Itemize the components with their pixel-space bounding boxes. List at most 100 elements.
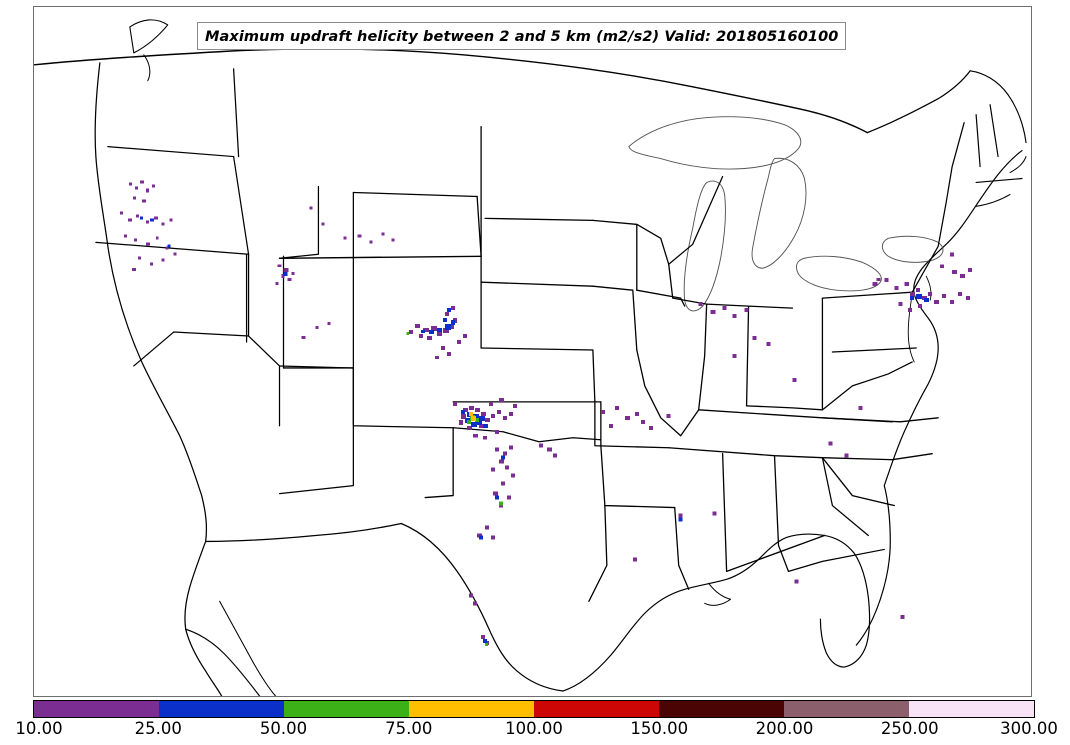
colorbar-segment-250-300	[909, 701, 1034, 717]
border-tn-ms-al	[668, 447, 824, 459]
border-la-ms	[674, 506, 690, 590]
colorbar-segment-50-75	[284, 701, 409, 717]
puget-sound	[143, 54, 151, 82]
border-az-nm	[278, 367, 354, 495]
coastlines-and-borders	[34, 19, 1027, 696]
border-tx-la	[588, 504, 608, 602]
florida-east-coast	[855, 485, 891, 646]
border-al-ga	[773, 455, 790, 573]
cluster-idaho	[275, 206, 325, 286]
florida-peninsula	[819, 534, 871, 668]
border-pa-ny	[821, 291, 913, 299]
us-canada-border	[34, 48, 869, 134]
colorbar-segment-150-200	[659, 701, 784, 717]
cluster-gulf-coast-blue	[678, 517, 683, 522]
colorbar-segment-100-150	[534, 701, 659, 717]
cluster-idaho-blue	[283, 272, 288, 277]
pacific-coast	[94, 62, 208, 543]
updraft-helicity-data	[119, 180, 973, 647]
map-panel	[33, 6, 1032, 697]
border-ny-vt-nh	[911, 122, 965, 293]
border-oh-wv-pa	[745, 405, 824, 411]
border-mo-il	[636, 349, 700, 437]
border-id-wy	[278, 185, 320, 259]
cluster-colorado	[409, 306, 468, 359]
rio-grande	[400, 522, 564, 692]
cluster-ohio-valley	[698, 302, 771, 358]
border-nc-sc	[821, 457, 895, 507]
colorbar	[33, 700, 1035, 718]
border-wa-or	[107, 145, 235, 158]
cluster-colorado-blue	[421, 308, 456, 335]
gulf-of-california	[219, 600, 277, 696]
border-co-nm	[282, 367, 454, 429]
colorbar-tick-75.00: 75.00	[385, 719, 433, 738]
border-nv-az-ca	[247, 335, 281, 427]
cluster-southeast	[792, 377, 863, 458]
border-vt-nh	[975, 114, 981, 168]
cluster-pacific-northwest-blue	[139, 216, 171, 248]
cluster-mid-atlantic-blue	[910, 294, 930, 303]
border-il-in	[698, 303, 708, 411]
cluster-pacific-northwest	[119, 180, 177, 272]
map-title: Maximum updraft helicity between 2 and 5…	[205, 29, 839, 45]
border-mi-wi-upper	[668, 175, 724, 265]
border-nc-va	[821, 417, 939, 423]
great-lakes	[628, 116, 944, 312]
colorbar-segment-75-100	[409, 701, 534, 717]
vancouver-island	[129, 19, 169, 54]
border-ia-il	[636, 289, 686, 307]
colorbar-tick-100.00: 100.00	[505, 719, 563, 738]
border-nm-tx	[424, 427, 454, 499]
border-nh-me	[989, 104, 999, 158]
border-wi-il	[668, 263, 708, 305]
cluster-gulf-coast	[632, 511, 905, 620]
border-tn-nc-va	[821, 453, 933, 461]
border-nd-sd	[484, 217, 594, 222]
border-mt-wy	[278, 255, 482, 259]
chesapeake-bay	[907, 293, 915, 363]
border-wv-va	[821, 361, 913, 411]
colorbar-tick-150.00: 150.00	[630, 719, 689, 738]
border-wa-id	[232, 68, 240, 158]
colorbar-tick-50.00: 50.00	[259, 719, 308, 738]
border-ne-ks	[480, 347, 594, 351]
cape-cod	[1009, 156, 1027, 174]
border-ms-al	[721, 453, 728, 573]
colorbar-tick-25.00: 25.00	[134, 719, 182, 738]
border-al-fl	[725, 534, 826, 573]
border-ma-ct-ri	[975, 177, 1023, 184]
atlantic-coast	[883, 149, 1023, 487]
lake-erie	[796, 255, 882, 292]
colorbar-segment-10-25	[34, 701, 159, 717]
lake-superior	[628, 116, 802, 170]
cluster-west-texas	[469, 443, 557, 646]
quebec-border	[866, 70, 971, 134]
delaware-bay	[925, 275, 932, 301]
cluster-southern-plains	[600, 405, 671, 430]
border-mn-wi	[636, 223, 670, 265]
baja-california	[185, 628, 261, 696]
cluster-colorado-green	[406, 332, 410, 336]
border-ga-fl	[787, 548, 885, 572]
border-sc-ga	[821, 457, 869, 537]
cluster-wyoming	[301, 232, 395, 340]
colorbar-segment-200-250	[784, 701, 909, 717]
colorbar-tick-300.00: 300.00	[1000, 719, 1058, 738]
colorbar-segments	[33, 700, 1035, 718]
lake-huron	[751, 157, 807, 269]
border-or-ca	[95, 241, 250, 255]
border-ca-nv	[133, 331, 175, 367]
colorbar-tick-10.00: 10.00	[15, 719, 63, 738]
cluster-texas-panhandle	[453, 397, 518, 440]
border-or-id	[232, 155, 250, 255]
colorbar-segment-25-50	[159, 701, 284, 717]
cluster-northeast	[876, 252, 955, 282]
border-sd-ne	[480, 281, 594, 287]
border-ia-mn	[592, 219, 638, 291]
mexico-border-southwest	[205, 522, 402, 543]
colorbar-tick-200.00: 200.00	[755, 719, 814, 738]
cluster-texas-panhandle-gold	[469, 411, 477, 421]
border-pa-md	[831, 347, 917, 353]
colorbar-tick-250.00: 250.00	[880, 719, 939, 738]
